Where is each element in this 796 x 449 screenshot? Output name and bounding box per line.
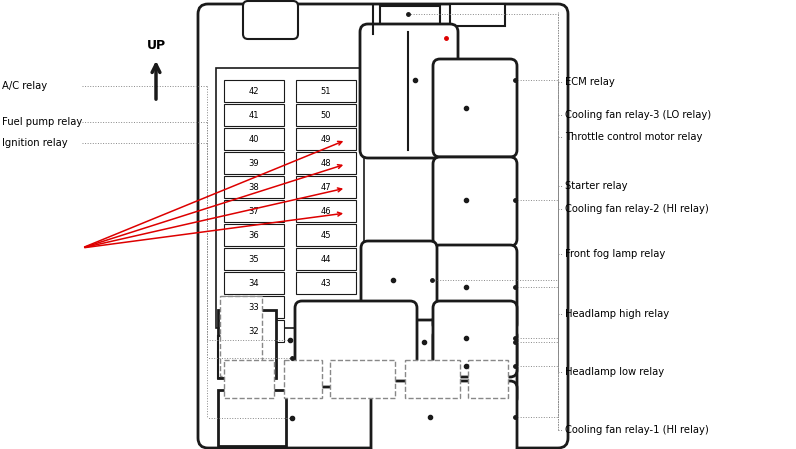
Text: 39: 39 [248,158,259,167]
Text: 47: 47 [321,182,331,192]
Bar [296,224,356,246]
Bar [224,80,284,102]
Bar [296,152,356,174]
Bar [296,128,356,150]
Bar [224,224,284,246]
Text: 44: 44 [321,255,331,264]
FancyBboxPatch shape [433,245,517,331]
FancyBboxPatch shape [243,1,298,39]
Bar [216,68,364,328]
Bar [224,128,284,150]
FancyBboxPatch shape [433,59,517,157]
Text: 50: 50 [321,110,331,119]
FancyBboxPatch shape [433,157,517,246]
Bar [296,104,356,126]
Text: 45: 45 [321,230,331,239]
Bar [296,80,356,102]
FancyBboxPatch shape [361,241,437,320]
Text: Headlamp high relay: Headlamp high relay [565,309,669,319]
Text: 38: 38 [248,182,259,192]
Bar [405,360,460,398]
Bar [450,4,505,26]
Text: Fuel pump relay: Fuel pump relay [2,117,82,127]
Bar [296,272,356,294]
Bar [224,296,284,318]
Bar [380,6,440,26]
FancyBboxPatch shape [371,381,517,449]
Text: A/C relay: A/C relay [2,81,47,91]
Bar [224,176,284,198]
Bar [224,248,284,270]
Text: 40: 40 [248,135,259,144]
Text: ECM relay: ECM relay [565,77,615,87]
Bar [218,336,250,378]
Bar [218,310,276,378]
Text: 35: 35 [248,255,259,264]
Bar [224,272,284,294]
Text: Cooling fan relay-3 (LO relay): Cooling fan relay-3 (LO relay) [565,110,711,120]
Text: 37: 37 [248,207,259,216]
Bar [296,176,356,198]
Bar [296,248,356,270]
Bar [224,152,284,174]
Text: Cooling fan relay-1 (HI relay): Cooling fan relay-1 (HI relay) [565,425,708,435]
Text: Headlamp low relay: Headlamp low relay [565,367,664,377]
Text: UP: UP [146,39,166,52]
Text: Starter relay: Starter relay [565,181,627,191]
Text: Cooling fan relay-2 (HI relay): Cooling fan relay-2 (HI relay) [565,204,708,214]
Text: Front fog lamp relay: Front fog lamp relay [565,249,665,259]
FancyBboxPatch shape [433,329,517,405]
Text: 36: 36 [248,230,259,239]
Bar [224,360,274,398]
FancyBboxPatch shape [360,24,458,158]
FancyBboxPatch shape [295,301,417,387]
Text: 43: 43 [321,278,331,287]
Bar [468,360,508,398]
Text: Throttle control motor relay: Throttle control motor relay [565,132,702,142]
Text: 49: 49 [321,135,331,144]
Text: 46: 46 [321,207,331,216]
Bar [284,360,322,398]
Bar [220,296,262,376]
Bar [330,360,395,398]
Text: Ignition relay: Ignition relay [2,138,68,148]
Bar [218,390,286,446]
Bar [224,104,284,126]
FancyBboxPatch shape [433,301,517,377]
Text: 48: 48 [321,158,331,167]
Text: 34: 34 [248,278,259,287]
FancyBboxPatch shape [198,4,568,448]
Text: 32: 32 [248,326,259,335]
Bar [296,200,356,222]
Bar [224,320,284,342]
Text: 42: 42 [248,87,259,96]
Bar [224,200,284,222]
Text: 41: 41 [248,110,259,119]
Text: 51: 51 [321,87,331,96]
Text: 33: 33 [248,303,259,312]
